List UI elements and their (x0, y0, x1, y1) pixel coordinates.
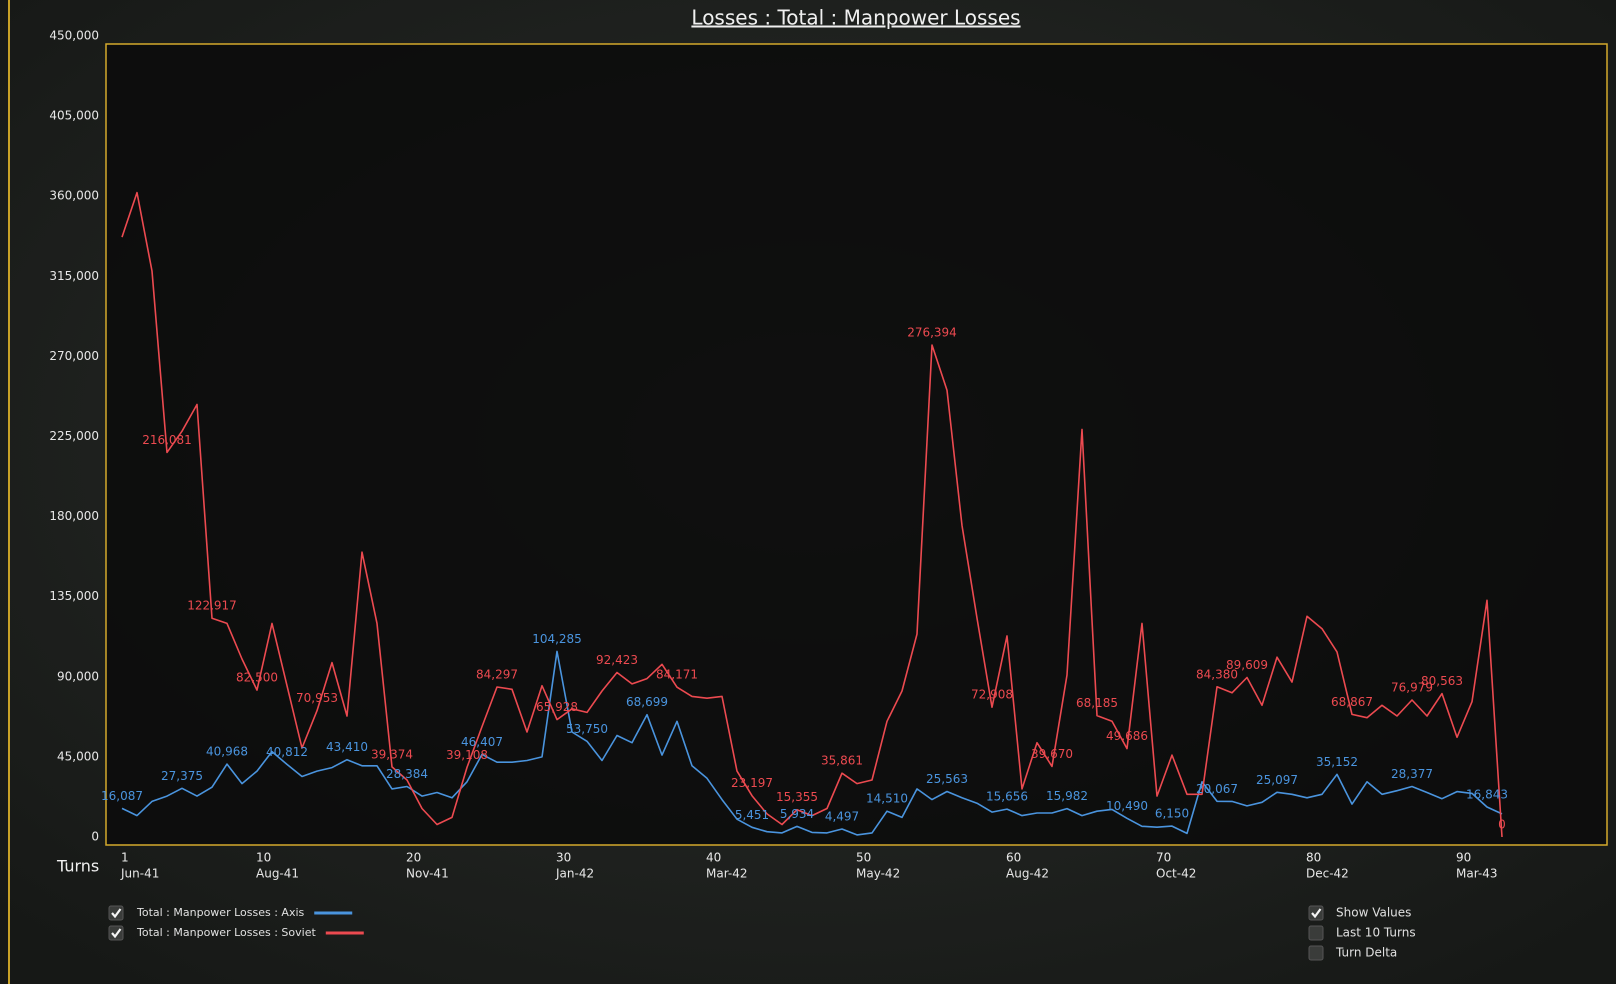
plot-area (105, 43, 1608, 846)
value-label: 43,410 (326, 740, 368, 754)
value-label: 6,150 (1155, 807, 1189, 821)
y-tick-label: 315,000 (49, 269, 99, 283)
value-label: 25,097 (1256, 773, 1298, 787)
value-label: 72,908 (971, 688, 1013, 702)
value-label: 92,423 (596, 653, 638, 667)
value-label: 14,510 (866, 792, 908, 806)
value-label: 65,928 (536, 700, 578, 714)
x-tick-date: Mar-42 (706, 867, 747, 881)
checkmark (111, 908, 122, 919)
chart-title: Losses : Total : Manpower Losses (691, 6, 1020, 30)
y-tick-label: 90,000 (57, 669, 99, 683)
x-tick-label: 80 (1306, 851, 1321, 865)
value-label: 27,375 (161, 769, 203, 783)
checkmark (1311, 908, 1322, 919)
x-tick-label: 10 (256, 851, 271, 865)
value-label: 70,953 (296, 691, 338, 705)
value-label: 15,355 (776, 790, 818, 804)
control-label: Show Values (1336, 906, 1411, 920)
legend-label: Total : Manpower Losses : Axis (136, 906, 305, 919)
y-tick-label: 270,000 (49, 349, 99, 363)
value-label: 89,609 (1226, 658, 1268, 672)
value-label: 16,843 (1466, 788, 1508, 802)
value-label: 5,934 (780, 807, 814, 821)
legend: Total : Manpower Losses : Axis Total : Ma… (108, 905, 364, 941)
y-tick-label: 45,000 (57, 749, 99, 763)
value-label: 0 (1498, 818, 1506, 832)
value-label: 15,982 (1046, 789, 1088, 803)
value-label: 15,656 (986, 790, 1028, 804)
value-label: 276,394 (907, 326, 957, 340)
value-label: 68,699 (626, 695, 668, 709)
legend-checkbox[interactable] (108, 905, 124, 921)
value-label: 23,197 (731, 776, 773, 790)
control-label: Last 10 Turns (1336, 926, 1416, 940)
y-tick-label: 135,000 (49, 589, 99, 603)
value-label: 68,867 (1331, 695, 1373, 709)
value-label: 28,377 (1391, 767, 1433, 781)
y-tick-label: 360,000 (49, 189, 99, 203)
series-line (121, 191, 1503, 838)
value-label: 25,563 (926, 772, 968, 786)
value-label: 20,067 (1196, 782, 1238, 796)
x-tick-label: 20 (406, 851, 421, 865)
value-label: 216,081 (142, 433, 192, 447)
control-checkbox[interactable] (1308, 945, 1324, 961)
value-label: 68,185 (1076, 696, 1118, 710)
value-label: 4,497 (825, 809, 859, 823)
value-label: 84,380 (1196, 667, 1238, 681)
value-label: 104,285 (532, 632, 582, 646)
value-label: 49,686 (1106, 729, 1148, 743)
x-tick-date: Mar-43 (1456, 867, 1497, 881)
x-tick-date: Nov-41 (406, 867, 449, 881)
x-axis-label: Turns (56, 857, 99, 876)
y-tick-label: 0 (91, 830, 99, 844)
value-label: 39,108 (446, 748, 488, 762)
y-tick-label: 405,000 (49, 109, 99, 123)
x-tick-date: Aug-41 (256, 867, 299, 881)
control-label: Turn Delta (1335, 946, 1397, 960)
x-tick-date: Aug-42 (1006, 867, 1049, 881)
value-label: 82,500 (236, 671, 278, 685)
value-label: 39,374 (371, 747, 413, 761)
y-tick-label: 450,000 (49, 29, 99, 43)
value-label: 10,490 (1106, 799, 1148, 813)
series-line (121, 650, 1503, 836)
x-tick-label: 90 (1456, 851, 1471, 865)
x-tick-label: 40 (706, 851, 721, 865)
value-label: 46,407 (461, 735, 503, 749)
x-tick-label: 50 (856, 851, 871, 865)
y-tick-label: 180,000 (49, 509, 99, 523)
control-checkbox[interactable] (1308, 905, 1324, 921)
value-label: 28,384 (386, 767, 428, 781)
x-tick-label: 1 (121, 851, 129, 865)
x-tick-date: Jun-41 (120, 867, 159, 881)
value-label: 122,917 (187, 599, 237, 613)
control-checkbox[interactable] (1308, 925, 1324, 941)
x-tick-label: 70 (1156, 851, 1171, 865)
value-label: 16,087 (101, 789, 143, 803)
x-tick-date: May-42 (856, 867, 900, 881)
x-tick-label: 60 (1006, 851, 1021, 865)
checkmark (111, 928, 122, 939)
legend-checkbox[interactable] (108, 925, 124, 941)
value-label: 35,152 (1316, 755, 1358, 769)
x-tick-label: 30 (556, 851, 571, 865)
x-tick-date: Jan-42 (555, 867, 594, 881)
value-label: 80,563 (1421, 674, 1463, 688)
value-label: 84,297 (476, 667, 518, 681)
x-tick-date: Oct-42 (1156, 867, 1196, 881)
legend-label: Total : Manpower Losses : Soviet (136, 926, 316, 939)
y-tick-label: 225,000 (49, 429, 99, 443)
value-label: 35,861 (821, 754, 863, 768)
value-label: 76,979 (1391, 680, 1433, 694)
x-tick-date: Dec-42 (1306, 867, 1349, 881)
value-label: 40,812 (266, 745, 308, 759)
value-label: 40,968 (206, 745, 248, 759)
value-label: 53,750 (566, 722, 608, 736)
value-label: 39,670 (1031, 747, 1073, 761)
value-label: 5,451 (735, 808, 769, 822)
value-label: 84,171 (656, 668, 698, 682)
